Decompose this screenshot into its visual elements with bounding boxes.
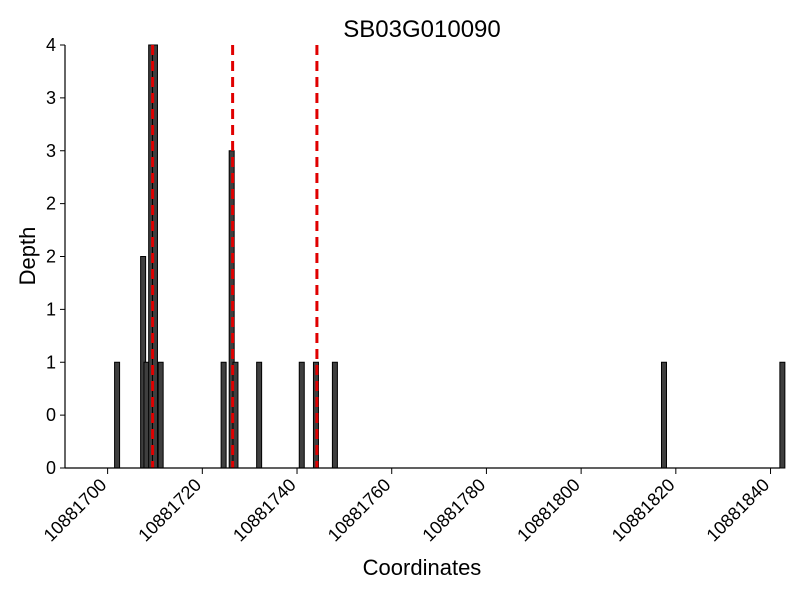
axes <box>64 45 780 469</box>
x-tick-label-6: 10881820 <box>608 475 679 546</box>
bar-14 <box>779 361 786 469</box>
y-tick-label-2: 1 <box>46 352 56 372</box>
y-tick-label-1: 0 <box>46 405 56 425</box>
chart-title: SB03G010090 <box>343 16 500 43</box>
x-axis-label: Coordinates <box>363 555 482 580</box>
y-tick-label-8: 4 <box>46 35 56 55</box>
bar-13 <box>660 361 667 469</box>
x-tick-label-5: 10881800 <box>513 475 584 546</box>
x-tick-label-4: 10881780 <box>418 475 489 546</box>
x-tick-label-7: 10881840 <box>703 475 774 546</box>
reference-lines <box>151 45 319 468</box>
x-tick-label-1: 10881720 <box>134 475 205 546</box>
y-tick-label-4: 2 <box>46 247 56 267</box>
x-tick-label-3: 10881760 <box>324 475 395 546</box>
y-tick-label-5: 2 <box>46 194 56 214</box>
bar-12 <box>331 361 338 469</box>
bar-9 <box>256 361 263 469</box>
y-tick-label-6: 3 <box>46 141 56 161</box>
bar-0 <box>114 361 121 469</box>
bars-group <box>114 44 786 469</box>
y-tick-label-0: 0 <box>46 458 56 478</box>
bar-6 <box>220 361 227 469</box>
y-axis-label: Depth <box>15 227 40 286</box>
x-tick-label-2: 10881740 <box>229 475 300 546</box>
bar-10 <box>298 361 305 469</box>
x-tick-label-0: 10881700 <box>40 475 111 546</box>
y-tick-label-3: 1 <box>46 299 56 319</box>
y-tick-label-7: 3 <box>46 88 56 108</box>
x-axis-ticks: 10881700 10881720 10881740 10881760 10881780… <box>40 468 774 546</box>
bar-5 <box>157 361 164 469</box>
y-axis-ticks: 0 0 1 1 2 2 3 3 4 <box>46 35 65 478</box>
